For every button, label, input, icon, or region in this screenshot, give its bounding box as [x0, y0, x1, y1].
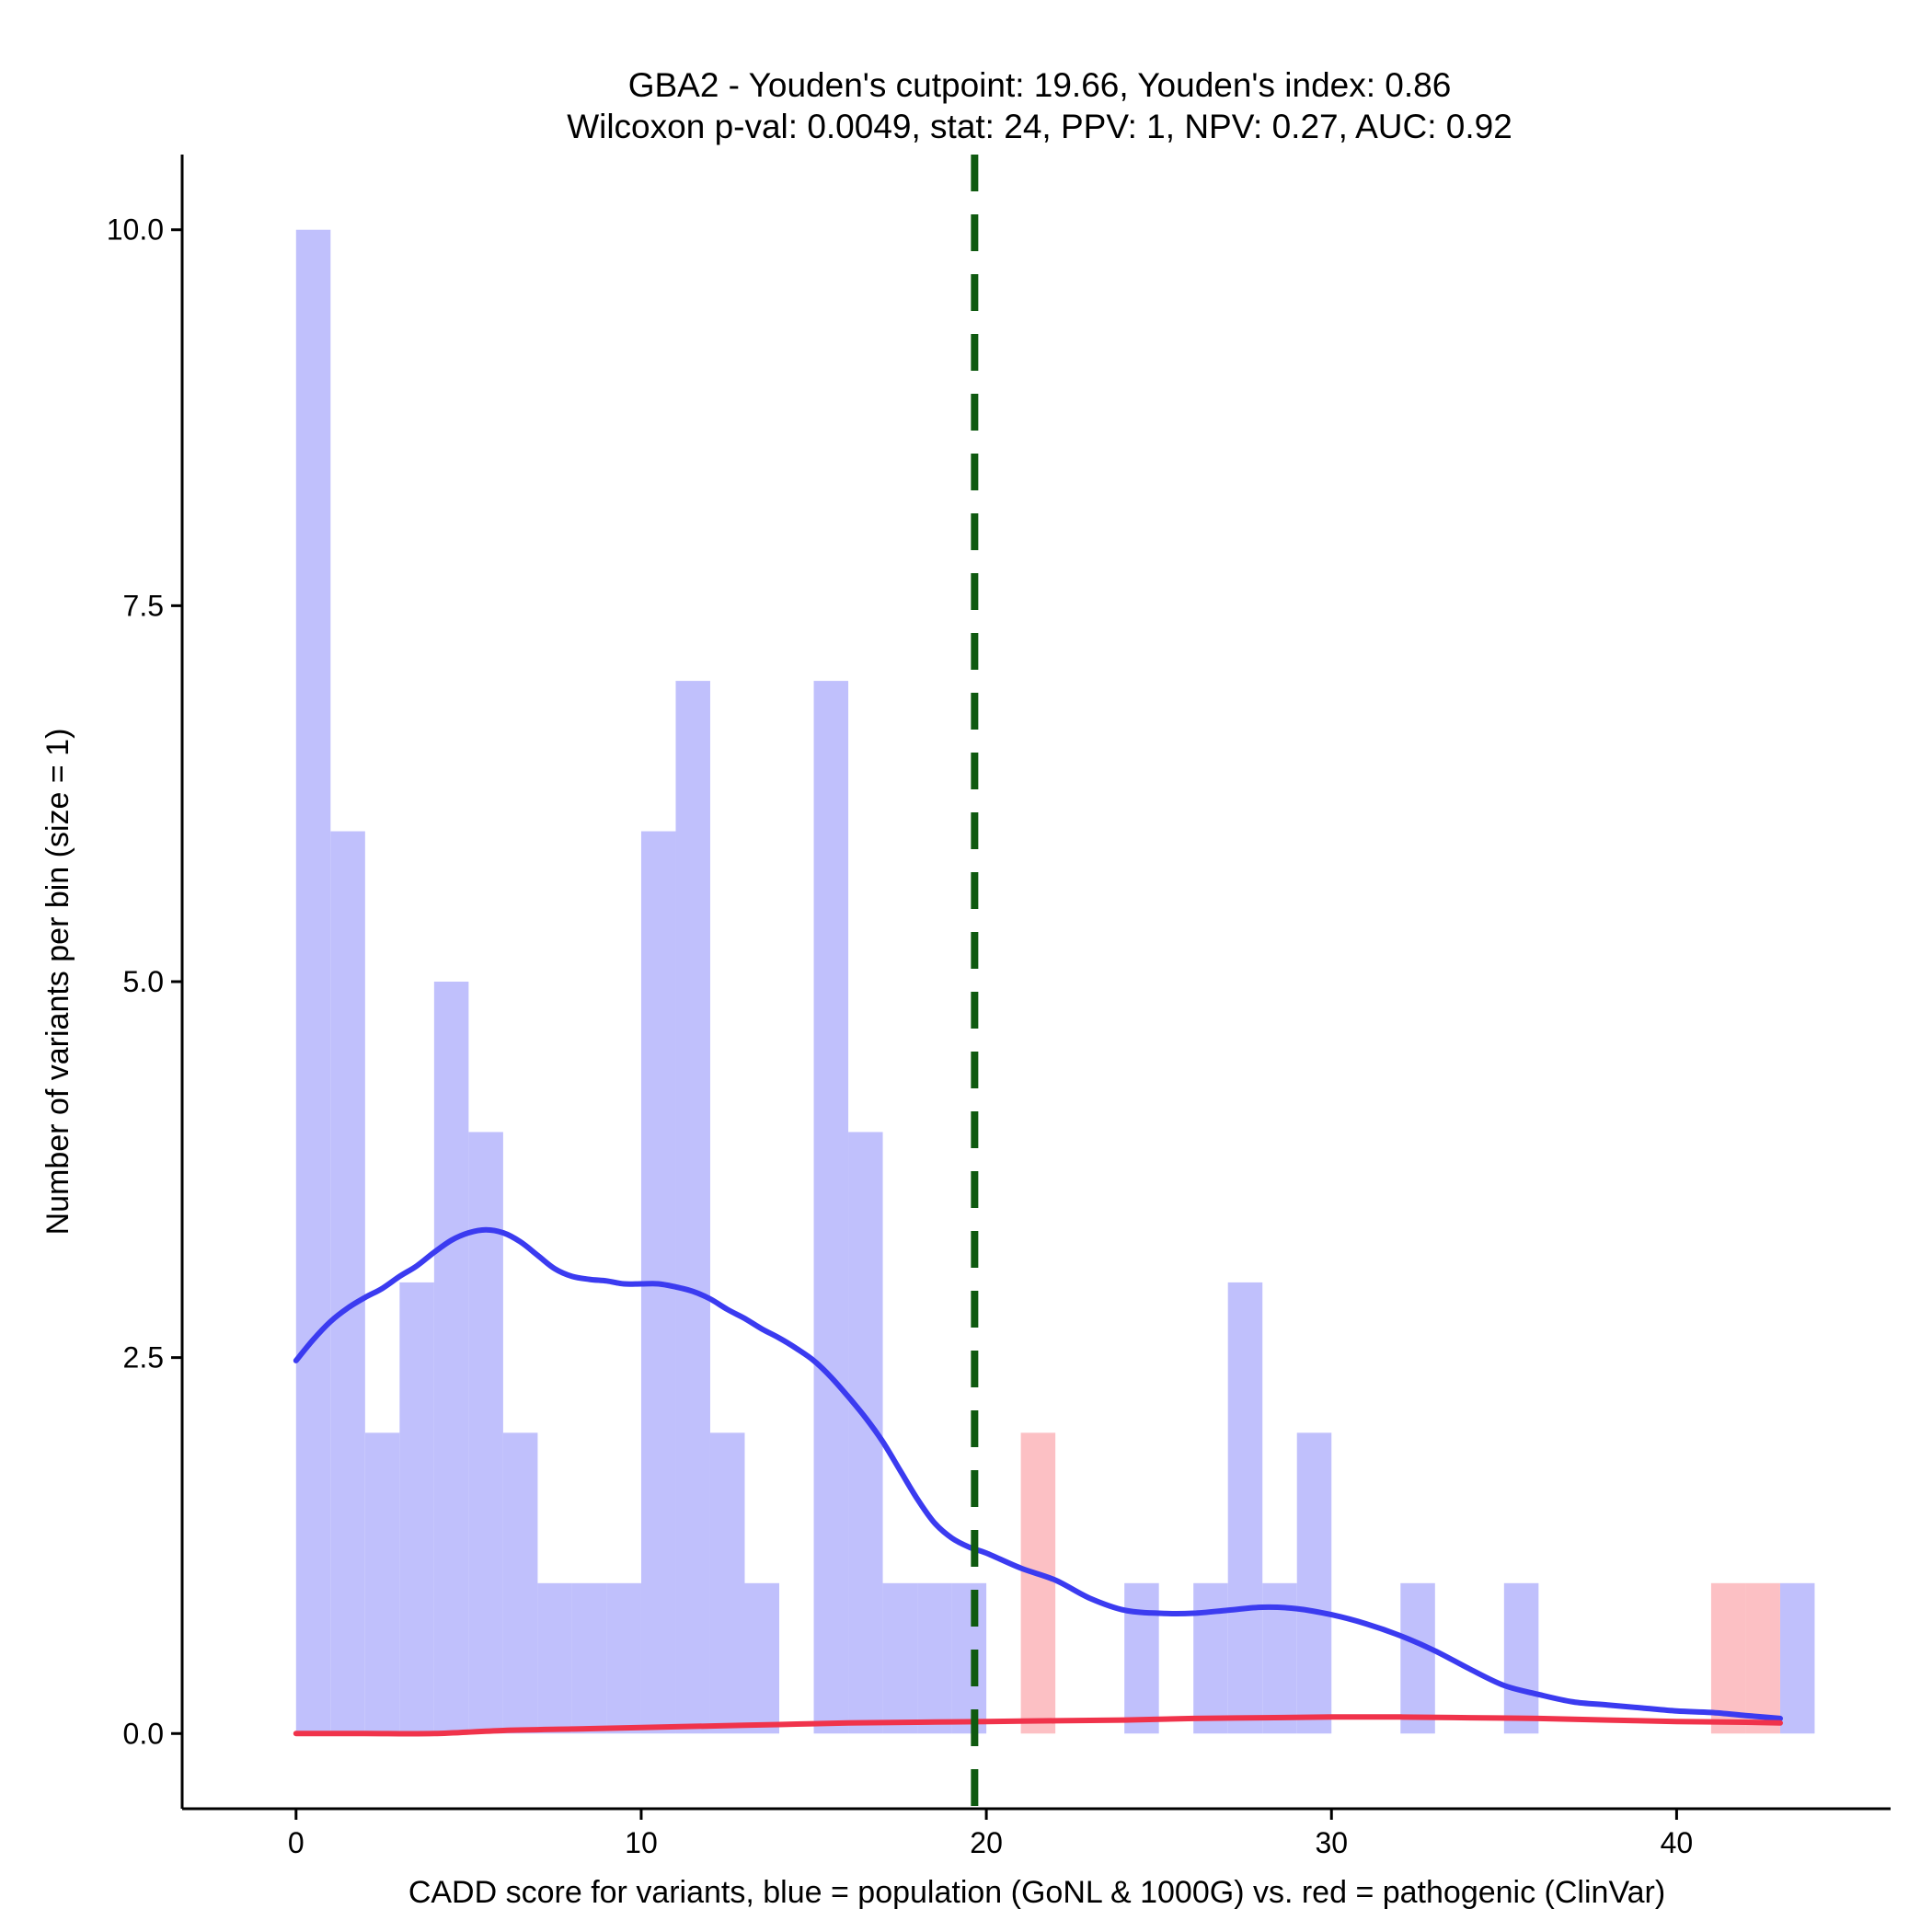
population-bar	[606, 1582, 641, 1734]
pathogenic-bar	[1745, 1582, 1780, 1734]
density-lines	[293, 1226, 1783, 1737]
y-tick-label: 2.5	[123, 1341, 164, 1374]
pathogenic-density-line	[293, 1714, 1783, 1737]
population-bar	[399, 1282, 434, 1734]
population-bar	[433, 982, 469, 1734]
population-bar	[1503, 1582, 1539, 1734]
population-bar	[1400, 1582, 1435, 1734]
y-axis-label: Number of variants per bin (size = 1)	[40, 729, 75, 1236]
population-bar	[1227, 1282, 1263, 1734]
population-bar	[537, 1582, 572, 1734]
population-bar	[709, 1432, 745, 1734]
x-axis-label: CADD score for variants, blue = populati…	[408, 1875, 1665, 1910]
y-tick-label: 5.0	[123, 965, 164, 998]
x-tick-label: 20	[970, 1826, 1003, 1859]
y-tick-label: 7.5	[123, 589, 164, 622]
population-bar	[295, 229, 331, 1734]
x-tick-label: 40	[1661, 1826, 1694, 1859]
population-bar	[951, 1582, 987, 1734]
chart-title: GBA2 - Youden's cutpoint: 19.66, Youden'…	[628, 66, 1452, 104]
population-bar	[502, 1432, 538, 1734]
population-bar	[744, 1582, 780, 1734]
population-bar	[1779, 1582, 1815, 1734]
population-bar	[813, 681, 849, 1734]
population-bar	[571, 1582, 607, 1734]
population-bar	[882, 1582, 918, 1734]
y-tick-label: 10.0	[107, 213, 164, 247]
population-bar	[1296, 1432, 1332, 1734]
population-bar	[1124, 1582, 1159, 1734]
y-tick-label: 0.0	[123, 1717, 164, 1750]
population-bar	[917, 1582, 952, 1734]
x-tick-label: 0	[288, 1826, 305, 1859]
x-tick-label: 30	[1315, 1826, 1348, 1859]
histogram-bars	[295, 229, 1815, 1734]
y-axis-ticks: 0.0 2.5 5.0 7.5 10.0	[107, 213, 182, 1750]
population-bar	[364, 1432, 400, 1734]
population-density-line	[293, 1226, 1783, 1721]
pathogenic-bar	[1710, 1582, 1746, 1734]
x-tick-label: 10	[625, 1826, 658, 1859]
population-bar	[675, 681, 710, 1734]
population-bar	[468, 1132, 503, 1734]
population-bar	[330, 831, 365, 1734]
population-bar	[1193, 1582, 1228, 1734]
pathogenic-bar	[1020, 1432, 1056, 1734]
chart-subtitle: Wilcoxon p-val: 0.0049, stat: 24, PPV: 1…	[567, 108, 1512, 145]
x-axis-ticks: 0 10 20 30 40	[288, 1809, 1693, 1859]
